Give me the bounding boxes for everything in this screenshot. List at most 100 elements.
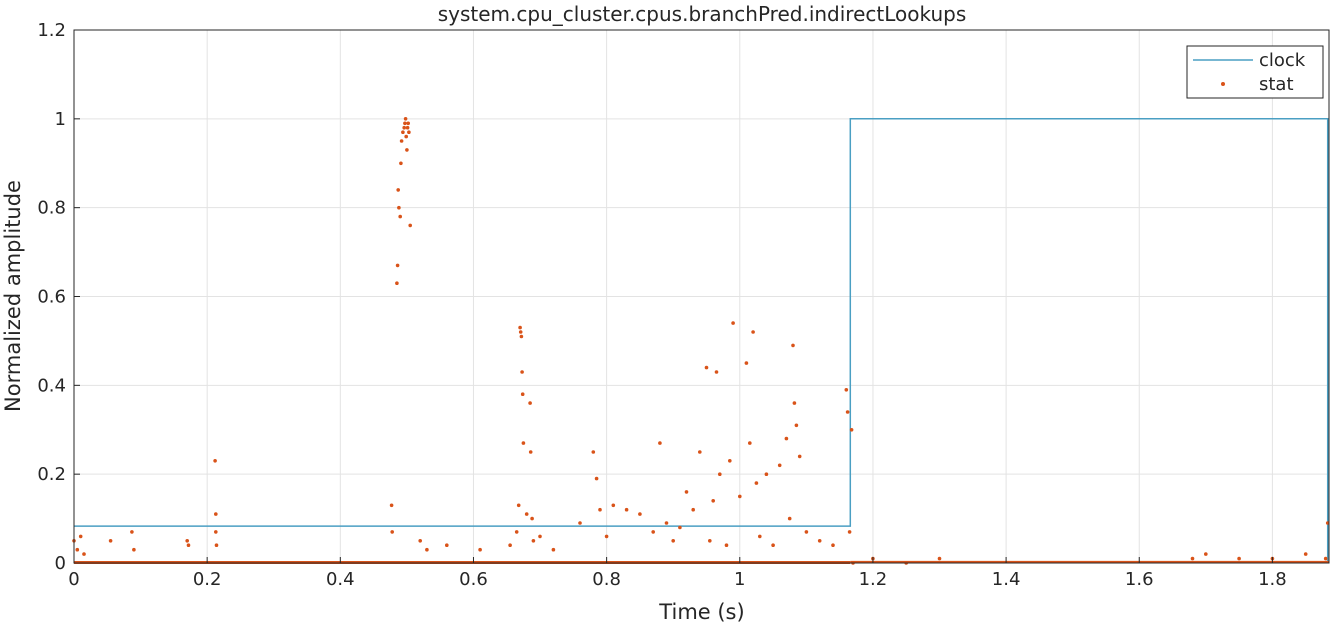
- stat-point: [214, 530, 218, 534]
- x-tick-label: 0: [68, 569, 79, 590]
- stat-point: [711, 499, 715, 503]
- stat-point: [404, 134, 409, 139]
- y-axis-label: Normalized amplitude: [1, 180, 25, 412]
- stat-point: [1190, 556, 1195, 561]
- stat-point: [186, 543, 191, 547]
- stat-point: [724, 543, 729, 547]
- stat-point: [845, 410, 850, 414]
- stat-point: [744, 361, 749, 365]
- stat-point: [478, 547, 482, 552]
- plot-area: [72, 117, 1330, 565]
- stat-point: [402, 125, 407, 130]
- stat-point: [731, 321, 735, 325]
- legend-stat-marker-icon: [1221, 82, 1225, 86]
- stat-point: [403, 121, 407, 126]
- y-tick-label: 1: [55, 109, 66, 130]
- stat-point: [738, 494, 742, 499]
- axes: 0 0.2 0.4 0.6 0.8 1 1.2 1.4 1.6 1.8 0 0.2 0.4 0.6 0.8 1…: [37, 20, 1330, 590]
- x-tick-label: 0.4: [326, 569, 355, 590]
- stat-point: [1204, 552, 1208, 556]
- stat-point: [758, 534, 762, 539]
- stat-point: [518, 330, 523, 334]
- x-axis-label: Time (s): [658, 600, 744, 624]
- stat-point: [401, 130, 405, 134]
- stat-point: [831, 543, 835, 547]
- stat-point: [520, 392, 525, 397]
- stat-point: [408, 223, 413, 228]
- stat-point: [728, 459, 732, 463]
- stat-point: [551, 547, 556, 552]
- stat-point: [678, 525, 682, 530]
- stat-point: [528, 401, 532, 405]
- stat-point: [407, 130, 411, 134]
- stat-point: [521, 441, 526, 445]
- y-tick-label: 0.4: [37, 375, 66, 396]
- stat-point: [406, 121, 411, 126]
- stat-point: [418, 539, 423, 543]
- stat-point: [405, 148, 409, 152]
- x-tick-label: 1.4: [992, 569, 1021, 590]
- y-tick-label: 1.2: [37, 20, 66, 41]
- stat-point: [658, 441, 662, 445]
- stat-point: [594, 476, 599, 481]
- stat-point: [691, 507, 695, 512]
- stat-point: [82, 552, 86, 556]
- stat-point: [708, 539, 712, 543]
- stat-point: [132, 547, 136, 552]
- stat-point: [714, 370, 719, 374]
- stat-point: [214, 543, 219, 547]
- stat-point: [528, 450, 533, 454]
- stat-point: [844, 388, 849, 392]
- stat-point: [638, 512, 642, 516]
- stat-point: [519, 334, 524, 339]
- stat-point: [598, 507, 602, 512]
- y-tick-label: 0.8: [37, 198, 66, 219]
- stat-point: [684, 490, 689, 494]
- stat-point: [396, 188, 401, 192]
- stat-point: [214, 512, 218, 516]
- chart-title: system.cpu_cluster.cpus.branchPred.indir…: [438, 2, 967, 26]
- stat-point: [397, 205, 401, 210]
- x-tick-label: 0.2: [193, 569, 222, 590]
- stat-point: [395, 263, 400, 268]
- stat-point: [797, 454, 802, 459]
- stat-point: [108, 539, 113, 543]
- stat-point: [791, 343, 795, 348]
- stat-point: [591, 450, 596, 454]
- stat-point: [611, 503, 616, 508]
- legend-stat-label: stat: [1259, 74, 1294, 95]
- stat-point: [425, 547, 429, 552]
- stat-point: [390, 530, 395, 534]
- stat-point: [1237, 556, 1241, 561]
- stat-point: [398, 214, 403, 219]
- stat-point: [817, 539, 822, 543]
- stat-point: [847, 530, 852, 534]
- stat-point: [784, 436, 789, 441]
- stat-point: [751, 330, 755, 334]
- stat-point: [794, 423, 799, 428]
- x-tick-label: 1: [734, 569, 745, 590]
- stat-point: [792, 401, 797, 405]
- stat-point: [671, 539, 675, 543]
- y-tick-label: 0.2: [37, 464, 66, 485]
- legend: clock stat: [1186, 45, 1324, 99]
- stat-point: [651, 530, 655, 534]
- stat-point: [403, 117, 408, 121]
- stat-point: [937, 556, 942, 561]
- stat-point: [777, 463, 782, 468]
- x-tick-label: 1.2: [859, 569, 888, 590]
- y-tick-label: 0.6: [37, 287, 66, 308]
- stat-point: [530, 516, 534, 521]
- stat-point: [787, 516, 792, 521]
- stat-point: [754, 481, 759, 485]
- stat-point: [130, 530, 134, 534]
- stat-point: [399, 139, 404, 143]
- stat-point: [748, 441, 752, 445]
- stat-point: [399, 161, 403, 166]
- stat-point: [213, 459, 217, 463]
- x-tick-label: 1.8: [1258, 569, 1287, 590]
- stat-point: [764, 472, 769, 477]
- stat-point: [704, 365, 709, 370]
